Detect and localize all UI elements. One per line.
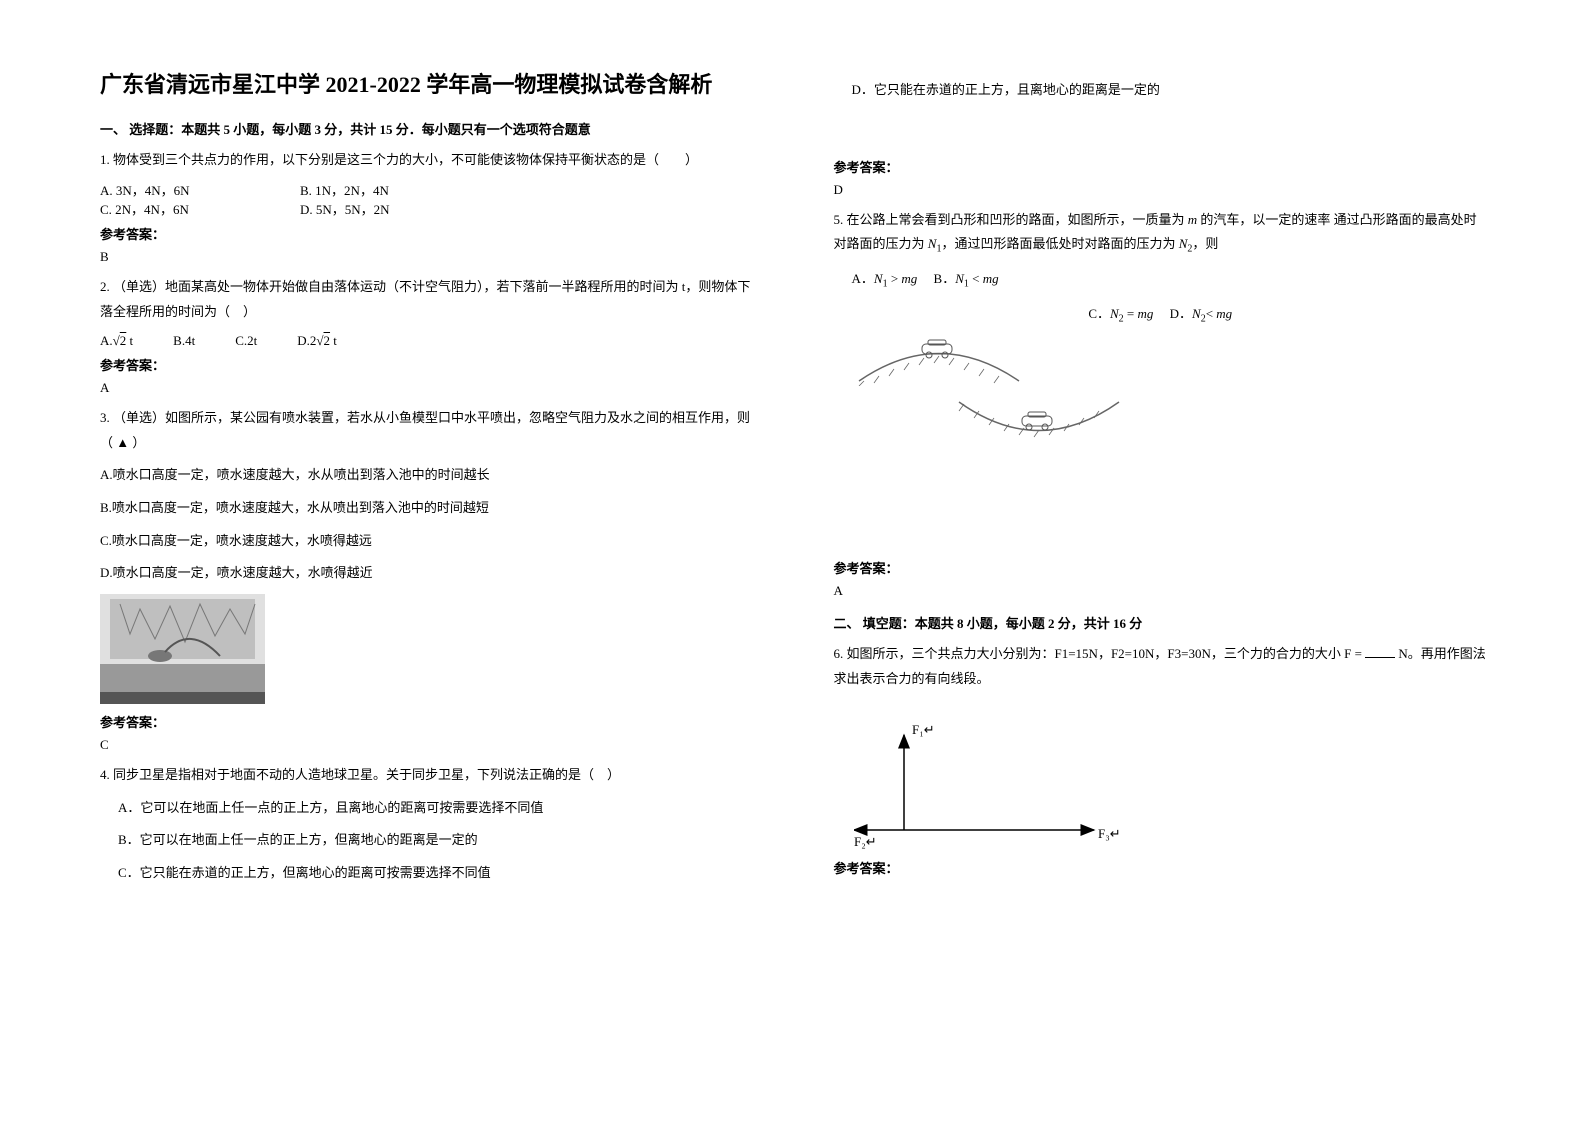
q2-ans-label: 参考答案： xyxy=(100,355,754,374)
q1-stem: 1. 物体受到三个共点力的作用，以下分别是这三个力的大小，不可能使该物体保持平衡… xyxy=(100,148,754,173)
q2-optC: C.2t xyxy=(235,333,257,349)
q1-ans-label: 参考答案： xyxy=(100,224,754,243)
q5-ans-label: 参考答案： xyxy=(834,558,1488,577)
q1-optB: B. 1N，2N，4N xyxy=(300,180,500,199)
q5-optC: C．N2 = mg xyxy=(1088,306,1156,321)
q6-blank xyxy=(1365,657,1395,658)
q1-opts-row2: C. 2N，4N，6N D. 5N，5N，2N xyxy=(100,199,754,218)
q4-optC: C．它只能在赤道的正上方，但离地心的距离可按需要选择不同值 xyxy=(100,861,754,886)
section1-header: 一、 选择题：本题共 5 小题，每小题 3 分，共计 15 分．每小题只有一个选… xyxy=(100,119,754,138)
q3-optC: C.喷水口高度一定，喷水速度越大，水喷得越远 xyxy=(100,529,754,554)
q5-figure-convex xyxy=(854,336,1024,386)
q1-optA: A. 3N，4N，6N xyxy=(100,180,300,199)
q6-f3-label: F₃↵ xyxy=(1098,826,1121,841)
q4-stem: 4. 同步卫星是指相对于地面不动的人造地球卫星。关于同步卫星，下列说法正确的是（… xyxy=(100,763,754,788)
q3-stem: 3. （单选）如图所示，某公园有喷水装置，若水从小鱼模型口中水平喷出，忽略空气阻… xyxy=(100,406,754,455)
q6-f1-label: F₁↵ xyxy=(912,722,935,737)
q6-stem: 6. 如图所示，三个共点力大小分别为：F1=15N，F2=10N，F3=30N，… xyxy=(834,642,1488,691)
q2-optB: B.4t xyxy=(173,333,195,349)
doc-title: 广东省清远市星江中学 2021-2022 学年高一物理模拟试卷含解析 xyxy=(100,70,754,101)
right-column: D．它只能在赤道的正上方，且离地心的距离是一定的 参考答案： D 5. 在公路上… xyxy=(834,70,1488,1082)
q3-ans-label: 参考答案： xyxy=(100,712,754,731)
q2-optD: D.2√2 t xyxy=(297,333,337,349)
q5-opts-row1: A．N1 > mg B．N1 < mg xyxy=(834,267,1488,294)
left-column: 广东省清远市星江中学 2021-2022 学年高一物理模拟试卷含解析 一、 选择… xyxy=(100,70,754,1082)
q1-optC: C. 2N，4N，6N xyxy=(100,199,300,218)
q1-opts-row1: A. 3N，4N，6N B. 1N，2N，4N xyxy=(100,180,754,199)
q3-ans: C xyxy=(100,737,754,753)
q5-optD: D．N2< mg xyxy=(1170,306,1233,321)
q5-optA: A．N1 > mg xyxy=(852,271,921,286)
section2-header: 二、 填空题：本题共 8 小题，每小题 2 分，共计 16 分 xyxy=(834,613,1488,632)
q5-opts-row2: C．N2 = mg D．N2< mg xyxy=(834,302,1488,329)
q5-stem: 5. 在公路上常会看到凸形和凹形的路面，如图所示，一质量为 m 的汽车，以一定的… xyxy=(834,208,1488,259)
q6-figure: F₁↵ F₂↵ F₃↵ xyxy=(854,700,1174,850)
q3-optB: B.喷水口高度一定，喷水速度越大，水从喷出到落入池中的时间越短 xyxy=(100,496,754,521)
q5-optB: B．N1 < mg xyxy=(934,271,999,286)
q6-f2-label: F₂↵ xyxy=(854,834,877,849)
q5-ans: A xyxy=(834,583,1488,599)
q2-ans: A xyxy=(100,380,754,396)
q6-ans-label: 参考答案： xyxy=(834,858,1488,877)
q4-ans: D xyxy=(834,182,1488,198)
q4-optB: B．它可以在地面上任一点的正上方，但离地心的距离是一定的 xyxy=(100,828,754,853)
q3-optA: A.喷水口高度一定，喷水速度越大，水从喷出到落入池中的时间越长 xyxy=(100,463,754,488)
q1-optD: D. 5N，5N，2N xyxy=(300,199,500,218)
q2-optA: A.√2 t xyxy=(100,333,133,349)
q3-figure xyxy=(100,594,265,704)
q4-optA: A．它可以在地面上任一点的正上方，且离地心的距离可按需要选择不同值 xyxy=(100,796,754,821)
q5-figure-concave xyxy=(954,394,1124,444)
q3-optD: D.喷水口高度一定，喷水速度越大，水喷得越近 xyxy=(100,561,754,586)
q2-stem: 2. （单选）地面某高处一物体开始做自由落体运动（不计空气阻力），若下落前一半路… xyxy=(100,275,754,324)
q4-ans-label: 参考答案： xyxy=(834,157,1488,176)
q2-opts: A.√2 t B.4t C.2t D.2√2 t xyxy=(100,333,754,349)
q1-ans: B xyxy=(100,249,754,265)
q4-optD: D．它只能在赤道的正上方，且离地心的距离是一定的 xyxy=(834,78,1488,103)
